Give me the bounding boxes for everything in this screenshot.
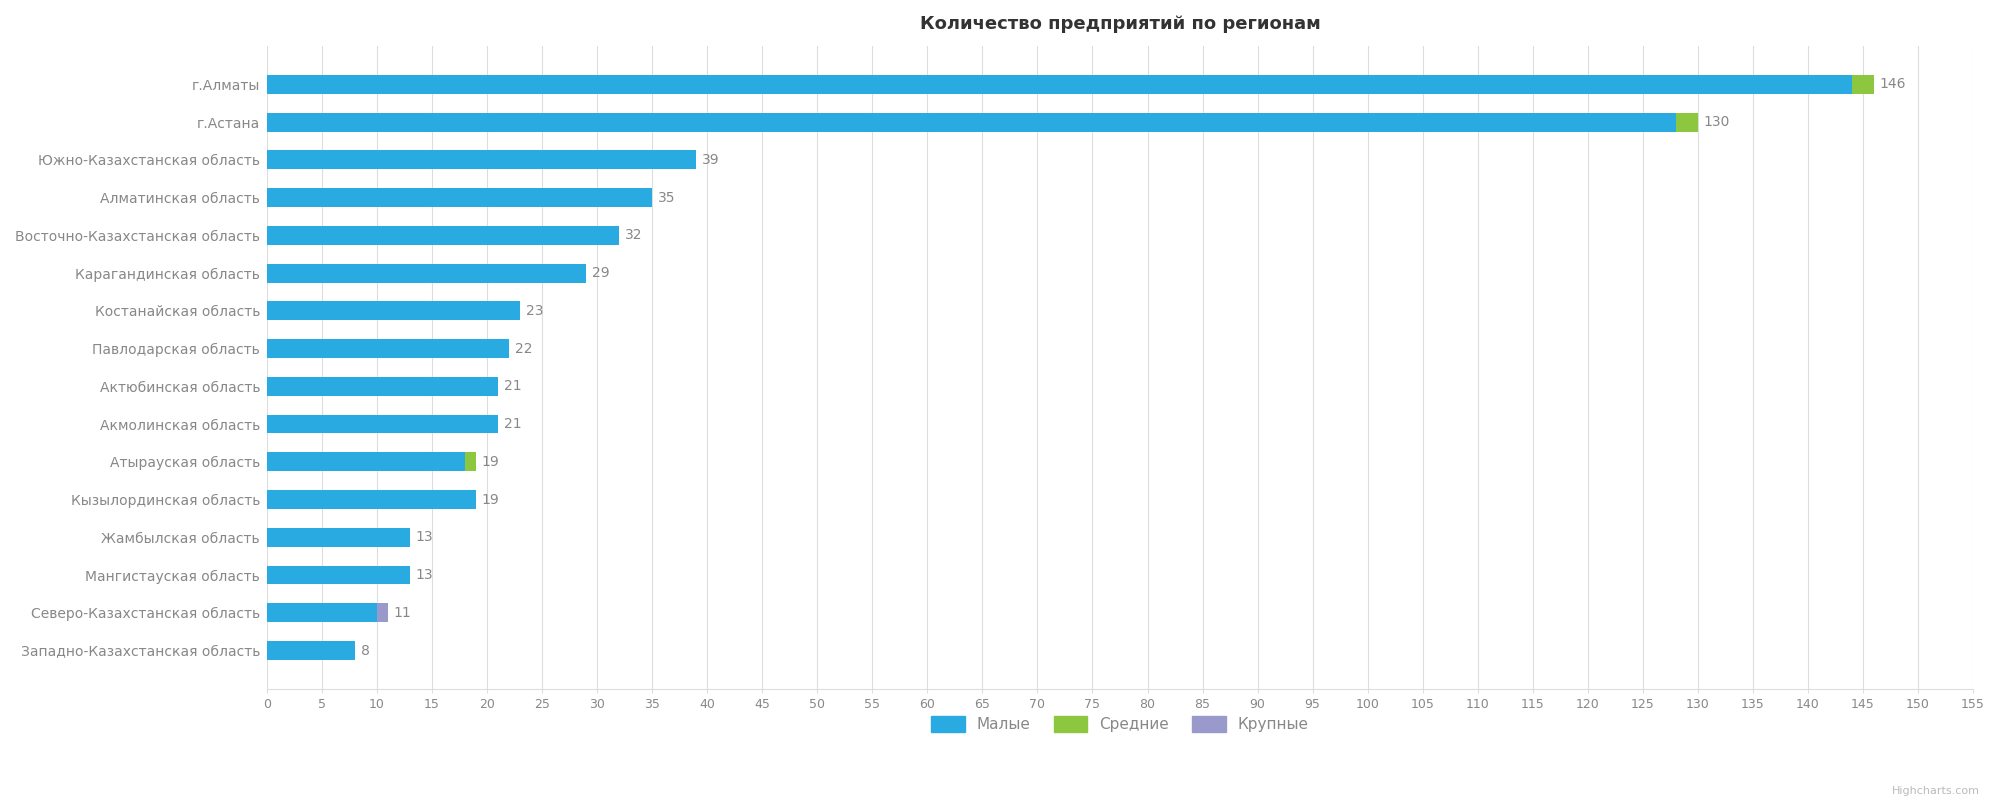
Text: 19: 19: [482, 493, 500, 506]
Text: 21: 21: [504, 417, 522, 431]
Bar: [266, 414, 498, 434]
Text: 19: 19: [482, 454, 500, 469]
Text: 21: 21: [504, 379, 522, 394]
Bar: [266, 150, 696, 170]
Legend: Малые, Средние, Крупные: Малые, Средние, Крупные: [924, 708, 1316, 739]
Text: 23: 23: [526, 304, 544, 318]
Bar: [266, 75, 1852, 94]
Title: Количество предприятий по регионам: Количество предприятий по регионам: [920, 15, 1320, 33]
Bar: [266, 566, 410, 585]
Bar: [266, 603, 378, 622]
Bar: [266, 339, 510, 358]
Text: 32: 32: [624, 228, 642, 242]
Bar: [266, 452, 466, 471]
Bar: [266, 490, 476, 509]
Bar: [266, 641, 356, 660]
Bar: [266, 226, 620, 245]
Bar: [1852, 75, 1874, 94]
Text: 35: 35: [658, 190, 676, 205]
Text: 13: 13: [416, 530, 434, 544]
Bar: [266, 113, 1676, 131]
Text: 146: 146: [1880, 78, 1906, 91]
Bar: [378, 603, 388, 622]
Bar: [1676, 113, 1698, 131]
Text: Highcharts.com: Highcharts.com: [1892, 786, 1980, 796]
Text: 39: 39: [702, 153, 720, 167]
Text: 13: 13: [416, 568, 434, 582]
Bar: [266, 264, 586, 282]
Text: 11: 11: [394, 606, 412, 620]
Text: 130: 130: [1704, 115, 1730, 129]
Text: 8: 8: [360, 643, 370, 658]
Bar: [266, 528, 410, 546]
Text: 22: 22: [514, 342, 532, 355]
Bar: [266, 302, 520, 320]
Bar: [266, 188, 652, 207]
Bar: [266, 377, 498, 396]
Bar: [466, 452, 476, 471]
Text: 29: 29: [592, 266, 610, 280]
